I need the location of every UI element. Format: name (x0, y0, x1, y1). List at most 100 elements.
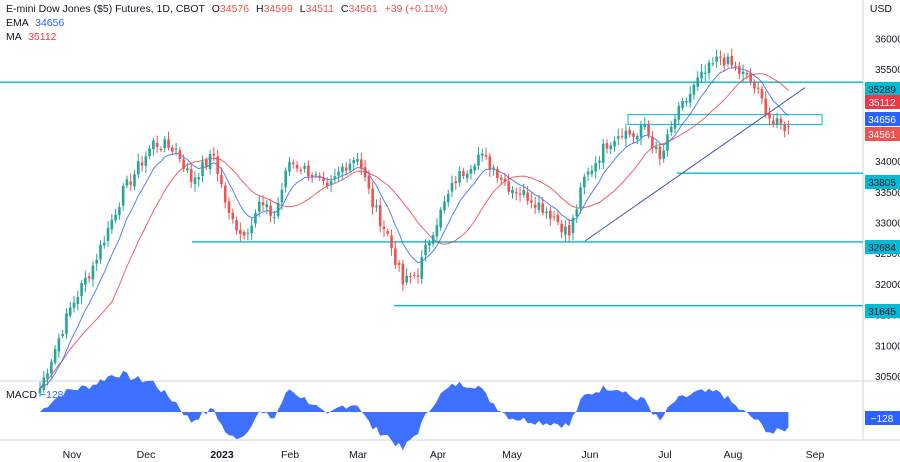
candle-body (382, 226, 386, 230)
price-badge (865, 304, 900, 318)
candle (692, 81, 696, 100)
candle (133, 170, 136, 191)
candle-body (779, 118, 783, 124)
candle (458, 166, 461, 187)
candle-body (628, 129, 631, 135)
candle (344, 162, 348, 175)
candle-body (152, 140, 155, 150)
candle-body (136, 161, 140, 175)
candle (401, 259, 405, 291)
candle-body (669, 126, 673, 133)
candle-body (541, 203, 545, 213)
candle (91, 260, 95, 287)
candle (99, 240, 102, 264)
candle-body (764, 98, 768, 116)
candle (428, 239, 431, 253)
candle-body (469, 168, 473, 174)
candle (465, 170, 469, 183)
candle (140, 155, 144, 172)
candle-body (257, 201, 261, 212)
candle (325, 177, 329, 190)
candle-body (363, 167, 367, 178)
candle-body (692, 84, 696, 95)
candle-body (231, 212, 235, 219)
candle (291, 159, 295, 169)
candle (703, 64, 707, 82)
candle (246, 228, 250, 241)
candle (443, 195, 446, 214)
candle (734, 61, 737, 71)
candle (586, 167, 590, 182)
candle-body (227, 201, 231, 213)
candle (314, 171, 318, 179)
candle-body (310, 174, 314, 177)
candle-body (110, 219, 114, 230)
candle (620, 128, 624, 140)
candle-body (575, 209, 579, 217)
candle-body (125, 179, 129, 186)
candle-body (549, 210, 552, 219)
candle (480, 149, 484, 162)
candle (337, 166, 340, 182)
candle (280, 182, 284, 211)
candle-body (511, 189, 514, 194)
candle-body (439, 209, 442, 228)
candle-body (189, 168, 193, 182)
candle (412, 271, 416, 279)
change-value: +39 (+0.11%) (384, 3, 448, 15)
y-tick-label: 33000 (875, 219, 900, 230)
macd-badge (865, 411, 900, 425)
candle-body (473, 165, 476, 171)
candle (598, 156, 601, 170)
candle (594, 156, 597, 179)
candle-body (50, 361, 53, 374)
candle (745, 70, 749, 80)
candle (514, 187, 518, 201)
candle-body (360, 159, 363, 169)
candle-body (526, 192, 529, 201)
candle-body (65, 313, 68, 335)
candle-body (250, 225, 253, 234)
candle-body (530, 200, 533, 203)
candle (178, 147, 182, 163)
candle (685, 97, 688, 107)
candle (583, 173, 586, 195)
candle (503, 172, 507, 187)
candle (779, 114, 783, 130)
y-tick-label: 34000 (875, 157, 900, 168)
candle (201, 155, 204, 183)
candle-body (583, 176, 586, 188)
candle-body (235, 220, 238, 231)
candle (488, 153, 492, 177)
candle (148, 145, 151, 160)
candle (38, 382, 42, 397)
open-value: 34576 (219, 3, 250, 15)
candle (658, 143, 662, 166)
candle (590, 165, 594, 177)
candle (632, 130, 635, 144)
candle-body (405, 275, 408, 283)
candle (719, 50, 722, 66)
candle-body (133, 174, 136, 187)
candle (579, 182, 582, 214)
candle-body (84, 277, 87, 285)
candle (571, 214, 575, 241)
ema-legend: EMA 34656 (6, 16, 448, 30)
candle (722, 53, 726, 72)
candle (564, 220, 567, 242)
symbol-title: E-mini Dow Jones ($5) Futures, 1D, CBOT (6, 3, 205, 15)
candle-body (288, 161, 291, 172)
candle-body (163, 139, 167, 149)
candle-body (348, 163, 352, 171)
candle-body (533, 204, 537, 208)
price-badge (865, 112, 900, 126)
candle (333, 168, 337, 184)
candle (159, 146, 163, 152)
y-tick-label: 33500 (875, 188, 900, 199)
candle (363, 159, 367, 182)
macd-badge-label: −128 (871, 414, 894, 425)
candle (772, 114, 775, 128)
candle (511, 186, 514, 199)
price-badge (865, 95, 900, 109)
